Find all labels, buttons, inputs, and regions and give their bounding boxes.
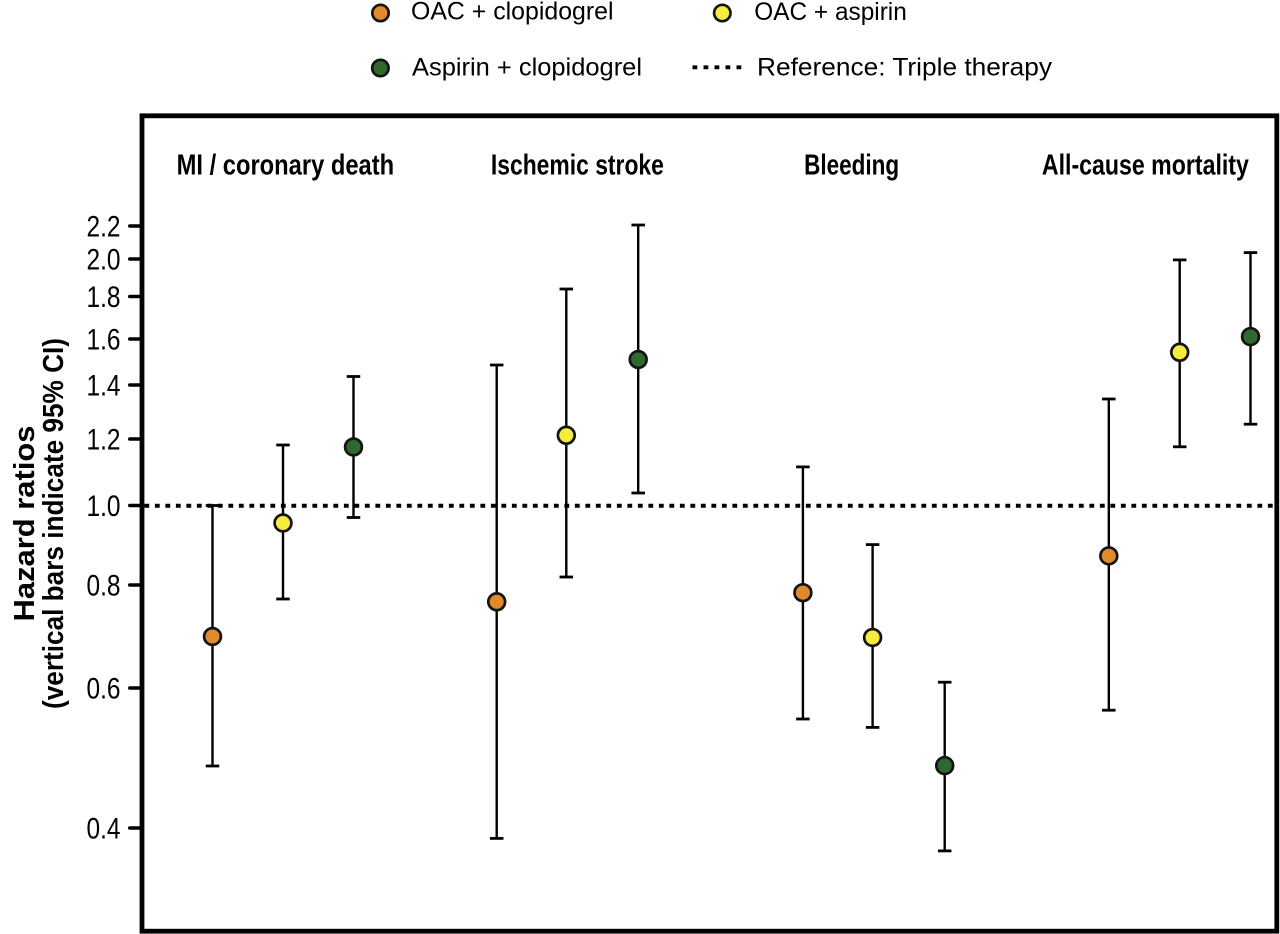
svg-text:Ischemic stroke: Ischemic stroke: [491, 150, 664, 182]
svg-text:Hazard ratios: Hazard ratios: [9, 426, 41, 622]
svg-text:2.2: 2.2: [87, 210, 121, 243]
svg-text:MI / coronary death: MI / coronary death: [177, 150, 395, 182]
svg-text:2.0: 2.0: [87, 243, 121, 276]
svg-text:1.8: 1.8: [87, 281, 121, 314]
svg-text:1.6: 1.6: [87, 323, 121, 356]
svg-text:Aspirin + clopidogrel: Aspirin + clopidogrel: [412, 53, 642, 81]
svg-text:Bleeding: Bleeding: [804, 150, 899, 182]
svg-text:OAC + aspirin: OAC + aspirin: [754, 0, 907, 26]
svg-text:Reference: Triple therapy: Reference: Triple therapy: [757, 53, 1053, 81]
svg-text:1.0: 1.0: [87, 490, 121, 523]
svg-text:(vertical bars indicate 95% CI: (vertical bars indicate 95% CI): [38, 338, 70, 709]
svg-text:0.8: 0.8: [87, 569, 121, 602]
svg-text:1.4: 1.4: [87, 369, 121, 402]
svg-text:All-cause mortality: All-cause mortality: [1042, 150, 1249, 182]
svg-text:0.4: 0.4: [87, 812, 121, 845]
svg-text:OAC + clopidogrel: OAC + clopidogrel: [411, 0, 614, 26]
svg-text:0.6: 0.6: [87, 672, 121, 705]
svg-text:1.2: 1.2: [87, 423, 121, 456]
